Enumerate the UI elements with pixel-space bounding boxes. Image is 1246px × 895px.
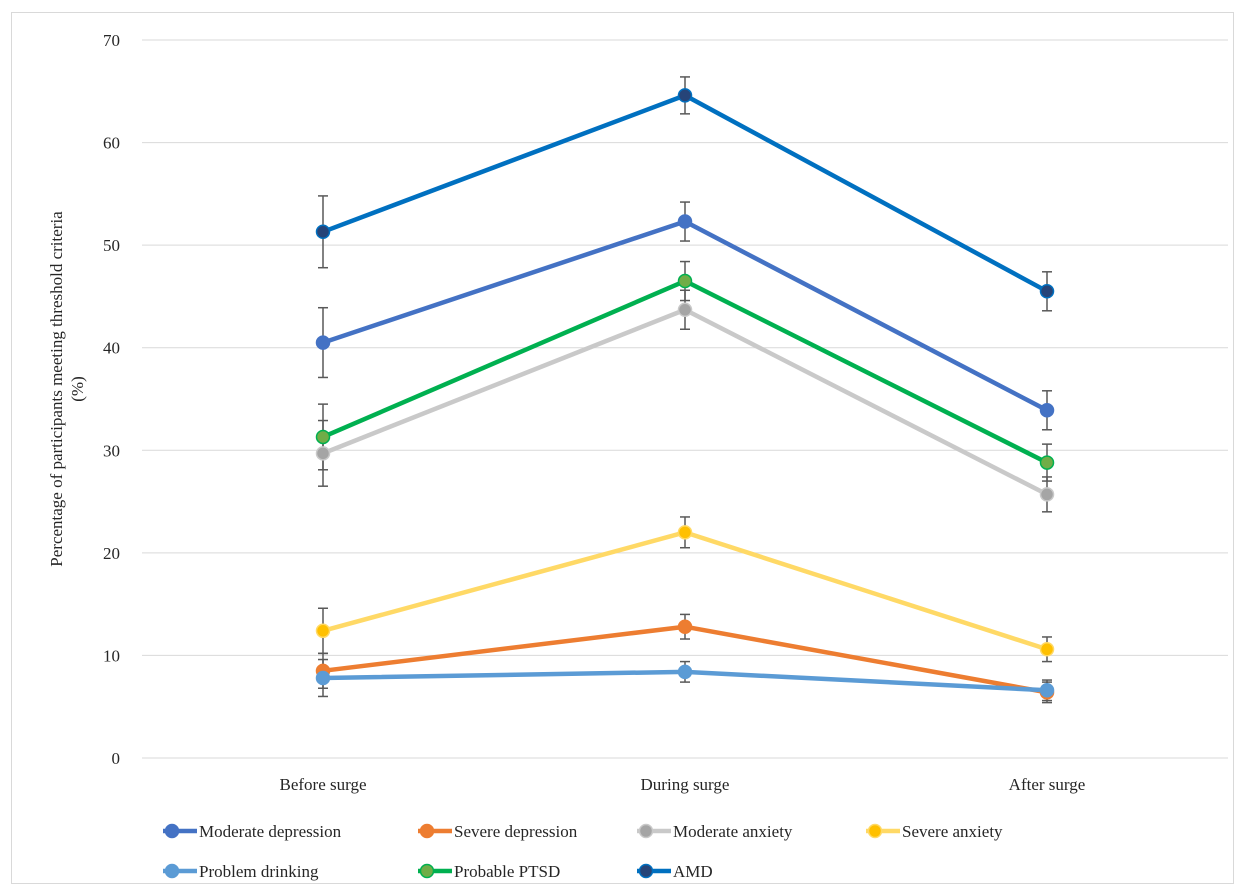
data-point-problem-drinking xyxy=(315,670,331,686)
legend-label: Moderate depression xyxy=(199,822,342,841)
legend-swatch-marker xyxy=(164,863,180,879)
data-point-severe-depression xyxy=(677,619,693,634)
y-tick-label: 20 xyxy=(103,544,120,563)
x-category-label-after-surge: After surge xyxy=(1009,775,1086,794)
y-tick-label: 30 xyxy=(103,441,120,460)
x-axis-category-labels: Before surge During surge After surge xyxy=(279,775,1085,794)
legend-label: Severe anxiety xyxy=(902,822,1003,841)
legend-swatch-marker xyxy=(867,823,883,839)
data-point-probable-ptsd xyxy=(677,273,693,289)
chart-frame xyxy=(11,12,1234,884)
legend-swatch-marker xyxy=(419,863,435,879)
y-tick-label: 40 xyxy=(103,339,120,358)
legend-label: Probable PTSD xyxy=(454,862,560,881)
data-point-severe-anxiety xyxy=(677,525,693,540)
y-tick-label: 10 xyxy=(103,646,120,665)
legend-item-moderate-anxiety: Moderate anxiety xyxy=(637,822,793,841)
y-tick-label: 0 xyxy=(112,749,121,768)
y-axis-title-text: Percentage of participants meeting thres… xyxy=(47,211,87,567)
data-point-moderate-depression xyxy=(1039,403,1055,418)
x-category-label-before-surge: Before surge xyxy=(279,775,366,794)
data-point-severe-anxiety xyxy=(315,623,331,639)
data-point-problem-drinking xyxy=(677,664,693,680)
legend-item-severe-depression: Severe depression xyxy=(418,822,578,841)
y-tick-label: 50 xyxy=(103,236,120,255)
legend-label: AMD xyxy=(673,862,713,881)
data-point-probable-ptsd xyxy=(1039,455,1055,470)
data-point-amd xyxy=(315,224,331,240)
y-tick-label: 70 xyxy=(103,31,120,50)
data-point-moderate-depression xyxy=(677,214,693,229)
y-axis-title-line: Percentage of participants meeting thres… xyxy=(47,211,66,567)
data-point-amd xyxy=(677,88,693,103)
data-point-probable-ptsd xyxy=(315,429,331,445)
legend-item-moderate-depression: Moderate depression xyxy=(163,822,342,841)
series-line-moderate-anxiety xyxy=(320,307,1050,497)
data-point-moderate-depression xyxy=(315,335,331,350)
legend-swatch-marker xyxy=(638,823,654,839)
legend-item-severe-anxiety: Severe anxiety xyxy=(866,822,1003,841)
legend-label: Problem drinking xyxy=(199,862,319,881)
legend-item-amd: AMD xyxy=(637,862,713,881)
data-point-amd xyxy=(1039,284,1055,299)
data-point-problem-drinking xyxy=(1039,683,1055,698)
y-axis-title: Percentage of participants meeting thres… xyxy=(47,211,87,567)
data-point-severe-anxiety xyxy=(1039,642,1055,657)
legend-swatch-marker xyxy=(419,823,435,839)
legend-swatch-marker xyxy=(638,863,654,879)
legend-label: Moderate anxiety xyxy=(673,822,793,841)
y-tick-label: 60 xyxy=(103,134,120,153)
gridlines xyxy=(142,39,1228,759)
y-axis-title-line: (%) xyxy=(68,376,87,401)
y-axis-tick-labels: 0 10 20 30 40 50 60 70 xyxy=(103,31,120,768)
data-point-moderate-anxiety xyxy=(1039,487,1055,502)
legend-label: Severe depression xyxy=(454,822,578,841)
legend-item-problem-drinking: Problem drinking xyxy=(163,862,319,881)
data-markers xyxy=(315,88,1055,700)
series-lines xyxy=(320,93,1050,695)
legend: Moderate depression Severe depression Mode… xyxy=(163,822,1003,881)
legend-swatch-marker xyxy=(164,823,180,839)
legend-item-probable-ptsd: Probable PTSD xyxy=(418,862,560,881)
x-category-label-during-surge: During surge xyxy=(641,775,730,794)
data-point-moderate-anxiety xyxy=(315,446,331,461)
data-point-moderate-anxiety xyxy=(677,302,693,318)
